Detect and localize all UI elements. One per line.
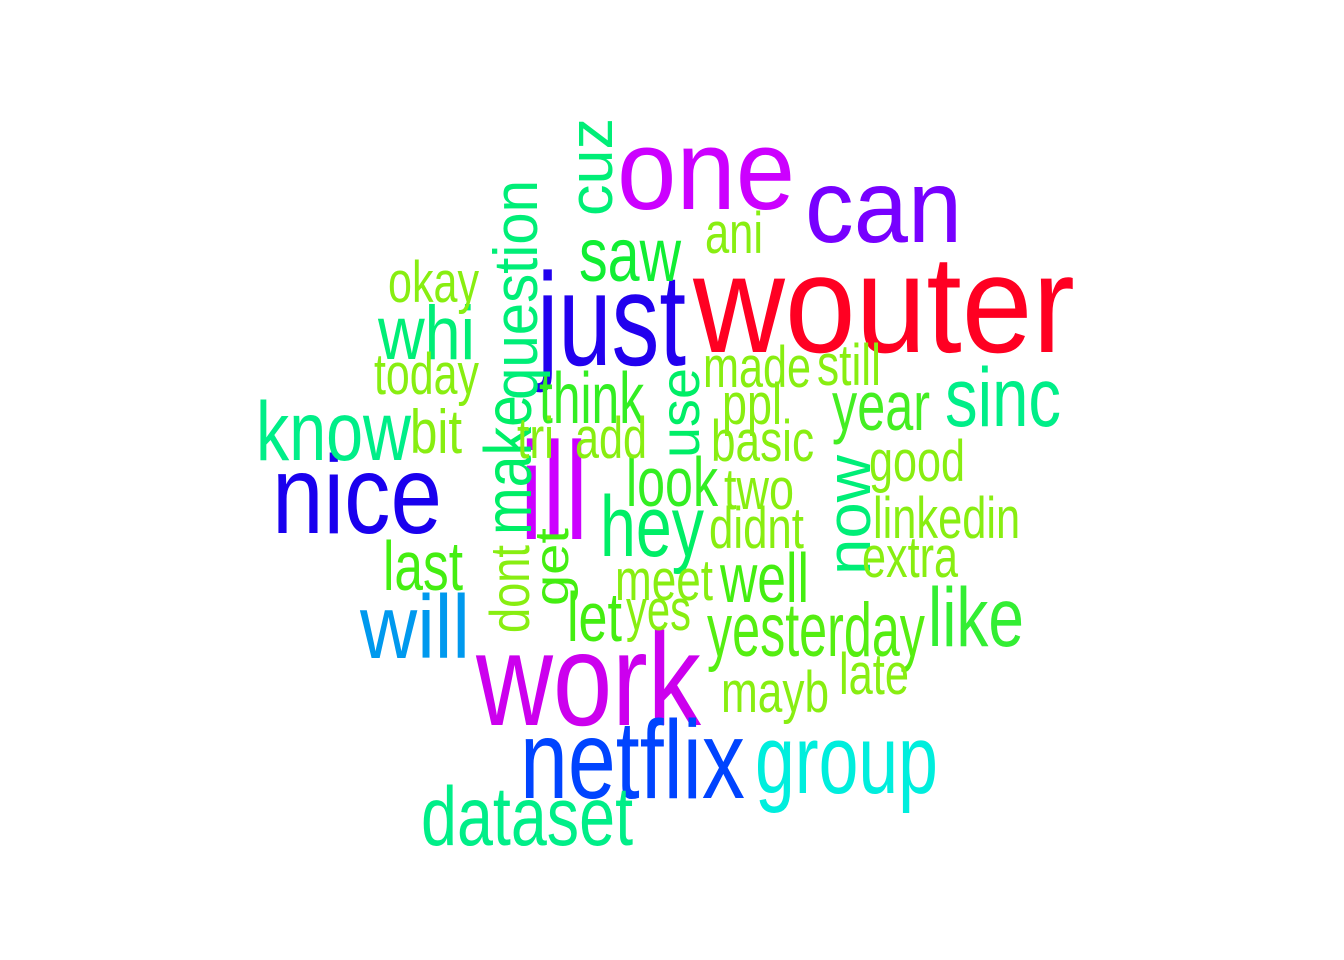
word-let: let xyxy=(567,578,622,657)
word-bit: bit xyxy=(410,397,463,468)
word-add: add xyxy=(575,405,647,471)
word-still: still xyxy=(817,332,881,398)
word-whi: whi xyxy=(378,291,475,377)
word-group: group xyxy=(755,705,938,815)
word-dont: dont xyxy=(479,545,541,633)
word-yesterday: yesterday xyxy=(707,588,925,674)
word-mayb: mayb xyxy=(721,659,830,725)
word-will: will xyxy=(360,577,470,679)
word-didnt: didnt xyxy=(709,495,804,561)
word-like: like xyxy=(928,571,1024,665)
word-netflix: netflix xyxy=(520,697,745,823)
word-know: know xyxy=(256,385,411,479)
word-just: just xyxy=(537,245,686,393)
word-can: can xyxy=(805,149,963,266)
word-sinc: sinc xyxy=(945,351,1061,445)
word-basic: basic xyxy=(711,408,815,474)
word-ppl: ppl xyxy=(722,371,782,437)
word-year: year xyxy=(832,367,931,446)
word-late: late xyxy=(839,641,910,707)
word-well: well xyxy=(720,539,809,618)
word-look: look xyxy=(626,443,719,522)
word-made: made xyxy=(703,334,812,400)
word-yes: yes xyxy=(626,577,691,643)
word-work: work xyxy=(476,605,701,753)
word-nice: nice xyxy=(272,432,442,558)
word-good: good xyxy=(869,428,965,494)
word-okay: okay xyxy=(388,249,480,315)
word-saw: saw xyxy=(579,213,682,299)
word-wouter: wouter xyxy=(693,226,1075,382)
word-hey: hey xyxy=(600,478,704,575)
word-cuz: cuz xyxy=(556,117,626,216)
word-extra: extra xyxy=(862,524,959,590)
word-today: today xyxy=(374,341,479,407)
word-linkedin: linkedin xyxy=(873,485,1021,551)
word-dataset: dataset xyxy=(421,770,634,864)
word-last: last xyxy=(383,527,464,606)
word-meet: meet xyxy=(615,547,713,613)
word-tri: tri xyxy=(517,405,555,471)
word-ill: ill xyxy=(520,413,589,569)
word-two: two xyxy=(724,456,794,522)
word-think: think xyxy=(539,358,645,439)
word-one: one xyxy=(617,107,796,235)
word-ani: ani xyxy=(705,200,764,266)
